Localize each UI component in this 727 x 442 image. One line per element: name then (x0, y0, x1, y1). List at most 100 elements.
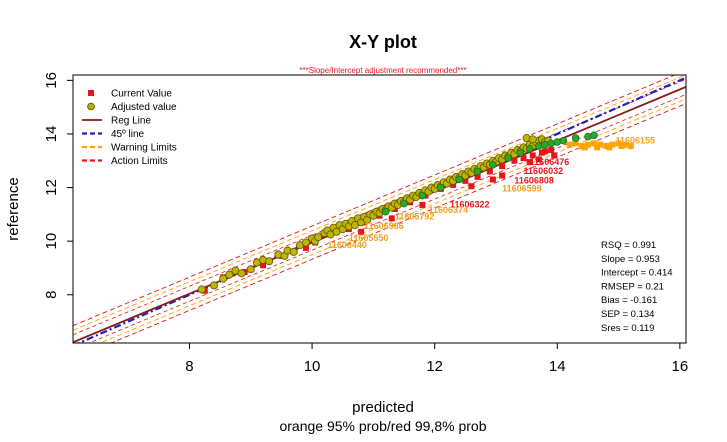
warning-outlier-point (609, 141, 616, 148)
warning-outlier-point (627, 143, 634, 150)
warning-outlier-point (566, 141, 573, 148)
adjusted-value-in-limits-point (437, 183, 445, 192)
adjusted-value-point (246, 265, 255, 274)
current-value-point (526, 159, 533, 166)
chart-title: X-Y plot (349, 32, 417, 52)
current-value-point (468, 183, 475, 190)
stat-line: Slope = 0.953 (601, 254, 660, 265)
warning-outlier-point (606, 144, 613, 151)
x-axis-sublabel: orange 95% prob/red 99,8% prob (279, 418, 486, 434)
action-limit-inner-line (88, 93, 686, 343)
adjusted-value-point (289, 247, 298, 256)
point-id-label: 11606322 (450, 200, 490, 210)
x-tick-label: 16 (672, 358, 689, 375)
adjusted-value-in-limits-point (553, 138, 562, 146)
warning-outlier-point (597, 141, 604, 148)
warning-outlier-point (584, 141, 591, 148)
stat-line: SEP = 0.134 (601, 309, 654, 320)
current-value-point (542, 148, 549, 155)
warning-limit-line (99, 98, 686, 343)
current-value-point (302, 244, 309, 251)
current-value-point (538, 149, 545, 156)
stat-line: Sres = 0.119 (601, 323, 654, 334)
warning-outlier-point (621, 141, 628, 148)
adjusted-value-point (197, 285, 206, 294)
current-value-point (529, 152, 536, 159)
warning-outlier-point (578, 143, 585, 150)
current-value-point (450, 181, 457, 188)
adjusted-value-in-limits-point (504, 154, 512, 162)
y-tick-label: 12 (43, 179, 60, 196)
point-id-label: 11606032 (524, 166, 564, 176)
current-value-point (474, 173, 481, 180)
legend-label: Reg Line (111, 116, 151, 127)
legend-label: Action Limits (111, 156, 168, 167)
legend-marker-square (88, 90, 94, 96)
adjusted-value-in-limits-point (400, 199, 408, 208)
adjusted-value-in-limits-point (473, 167, 482, 176)
adjusted-value-point (237, 269, 246, 278)
adjusted-value-in-limits-point (559, 136, 568, 145)
legend-label: Current Value (111, 89, 172, 100)
adjusted-value-in-limits-point (381, 207, 390, 216)
point-id-label: 11605550 (349, 233, 389, 243)
warning-limit-line (73, 75, 686, 331)
warning-outlier-point (603, 143, 610, 150)
current-value-point (499, 172, 506, 179)
legend-label: Warning Limits (111, 143, 177, 154)
y-tick-label: 14 (43, 126, 60, 143)
current-value-point (548, 147, 555, 154)
stat-line: RSQ = 0.991 (601, 240, 656, 251)
warning-outlier-point (581, 144, 588, 151)
x-tick-label: 8 (185, 358, 193, 375)
legend-marker-circle (87, 102, 95, 111)
current-value-point (486, 168, 493, 175)
current-value-point (462, 177, 469, 184)
point-id-label: 11606599 (502, 184, 542, 194)
adjusted-value-in-limits-point (541, 140, 549, 149)
stat-line: RMSEP = 0.21 (601, 281, 664, 292)
adjusted-value-in-limits-point (571, 134, 580, 142)
point-id-label: 11606986 (364, 221, 404, 231)
warning-outlier-point (618, 143, 625, 150)
legend-label: 45º line (111, 129, 145, 140)
point-id-label: 11606155 (616, 135, 656, 145)
current-value-point (535, 156, 542, 163)
adjusted-value-in-limits-point (455, 175, 463, 184)
point-id-label: 11606440 (327, 240, 367, 250)
stat-line: Intercept = 0.414 (601, 268, 673, 279)
y-tick-label: 8 (43, 291, 60, 299)
chart-subtitle: ***Slope/Intercept adjustment recommende… (299, 66, 466, 75)
adjusted-value-in-limits-point (590, 131, 598, 140)
warning-outlier-point (572, 140, 579, 147)
y-axis-label: reference (5, 177, 22, 240)
adjusted-value-in-limits-point (525, 144, 534, 153)
adjusted-value-point (265, 257, 274, 266)
current-value-point (388, 215, 395, 222)
current-value-point (260, 262, 267, 269)
current-value-point (419, 201, 426, 208)
adjusted-value-point (219, 274, 228, 283)
x-tick-label: 14 (549, 358, 566, 375)
current-value-point (489, 176, 496, 183)
x-tick-label: 12 (426, 358, 443, 375)
x-tick-label: 10 (304, 358, 321, 375)
stat-line: Bias = -0.161 (601, 295, 657, 306)
y-tick-label: 10 (43, 233, 60, 250)
adjusted-value-point (301, 238, 310, 247)
adjusted-value-point (314, 233, 323, 242)
current-value-point (520, 155, 527, 162)
x-axis-label: predicted (352, 399, 414, 416)
current-value-point (511, 157, 518, 164)
adjusted-value-point (209, 281, 218, 290)
legend-label: Adjusted value (111, 102, 177, 113)
y-tick-label: 16 (43, 72, 60, 89)
adjusted-value-in-limits-point (516, 148, 525, 157)
point-id-label: 11606476 (530, 157, 570, 167)
warning-outlier-point (594, 144, 601, 151)
adjusted-value-in-limits-point (535, 142, 543, 150)
point-id-label: 11606808 (514, 176, 554, 186)
